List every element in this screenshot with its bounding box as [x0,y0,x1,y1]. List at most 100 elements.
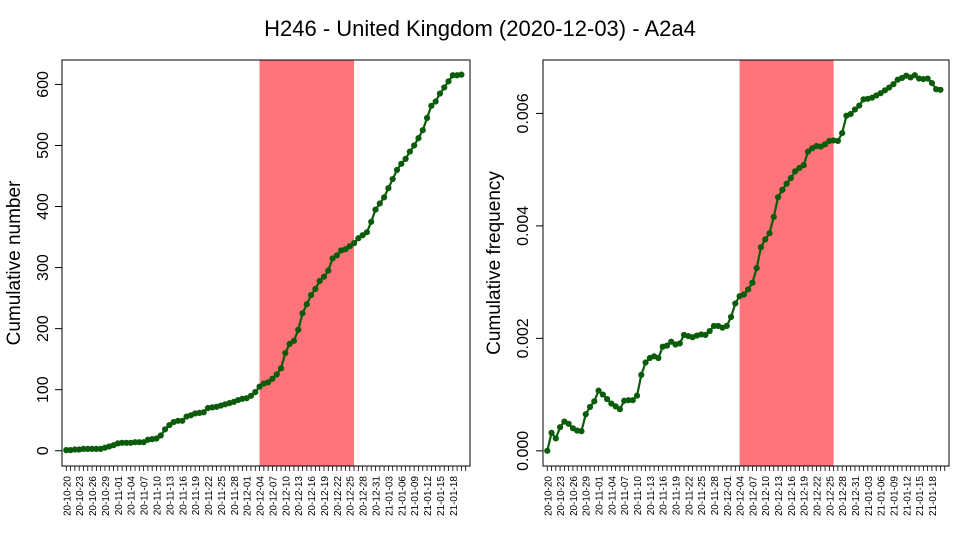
data-point [312,285,319,293]
x-tick-label: 20-11-28 [230,476,241,516]
x-tick-label: 20-12-13 [294,476,305,516]
x-tick-label: 20-12-04 [256,476,267,516]
data-point [702,331,709,339]
x-tick-label: 21-01-12 [902,476,913,516]
data-point [80,445,87,453]
data-point [655,354,662,362]
data-point [642,359,649,366]
x-tick-label: 21-01-09 [410,476,421,516]
data-point [599,391,606,398]
cumulative-number-panel: Cumulative number 0 100 200 300 400 500 600 20-… [4,59,471,516]
x-tick-label: 20-11-25 [697,476,708,516]
data-point [783,180,790,187]
x-tick-label: 20-12-25 [825,476,836,516]
data-point [740,291,747,298]
data-point [273,371,280,378]
data-point [123,439,130,446]
data-point [847,110,854,118]
x-tick-label: 21-01-03 [864,476,875,516]
data-point [359,232,366,239]
x-tick-label: 20-12-28 [359,476,370,516]
data-point [804,148,812,155]
data-point [174,417,182,424]
data-point [423,114,431,122]
x-tick-label: 20-11-19 [671,476,682,516]
x-tick-label: 20-12-19 [800,476,811,516]
data-point [290,337,298,344]
y-tick-label: 500 [35,132,52,159]
x-tick-label: 20-12-07 [748,476,759,516]
data-point [625,397,632,404]
data-point [299,310,306,317]
data-point [419,127,426,134]
data-point [586,403,594,411]
data-point [372,206,379,213]
y-tick-label: 400 [35,193,52,220]
x-tick-label: 20-10-23 [556,476,567,516]
data-point [119,439,126,446]
data-point [333,252,340,259]
data-point [368,218,375,225]
x-tick-label: 20-12-28 [838,476,849,516]
x-tick-label: 20-12-13 [774,476,785,516]
y-axis-label: Cumulative frequency [484,171,505,355]
data-point [745,286,752,293]
data-point [856,102,863,109]
data-point [381,194,388,201]
data-point [153,435,160,442]
data-point [415,135,422,142]
data-point [385,185,392,192]
x-tick-label: 21-01-18 [449,476,460,516]
x-tick-label: 20-11-25 [217,476,228,516]
data-point [136,439,143,446]
y-tick-label: 100 [35,376,52,403]
x-tick-label: 20-12-19 [320,476,331,516]
data-point [88,445,96,453]
data-point [428,102,435,109]
x-tick-label: 21-01-03 [384,476,395,516]
data-point [616,406,624,413]
x-tick-label: 20-12-04 [736,476,747,516]
data-point [706,327,713,335]
data-point [411,142,418,149]
x-tick-label: 20-12-31 [851,476,862,516]
x-tick-label: 20-11-22 [204,476,215,516]
data-point [937,86,944,93]
data-point [458,71,465,78]
x-tick-label: 20-12-01 [243,476,254,516]
y-tick-label: 200 [35,315,52,342]
data-point [753,264,760,272]
data-point [749,279,756,286]
y-tick-label: 0.000 [515,431,532,471]
data-point [355,235,362,242]
x-tick-label: 21-01-06 [397,476,408,516]
x-tick-label: 20-11-04 [127,476,138,516]
data-point [762,236,769,243]
data-point [766,230,773,237]
plot-frame [61,59,471,467]
x-tick-label: 20-11-16 [178,476,189,516]
data-point [757,244,765,251]
data-point [252,389,259,396]
data-point [578,428,585,435]
data-point [303,301,310,308]
x-tick-label: 20-12-16 [307,476,318,516]
data-point [269,375,276,382]
x-tick-label: 21-01-06 [877,476,888,516]
x-tick-label: 20-12-10 [761,476,772,516]
y-tick-label: 0.002 [515,318,532,358]
data-point [676,340,683,347]
data-point [93,445,100,453]
x-tick-label: 20-11-04 [607,476,618,516]
x-tick-label: 20-11-01 [114,476,125,516]
data-point [307,291,315,299]
data-point [166,421,173,429]
data-point [265,379,272,386]
data-point [445,78,452,85]
data-point [548,429,555,436]
x-tick-label: 20-11-07 [620,476,631,516]
data-point [723,322,730,330]
data-point [924,75,931,82]
data-point [604,395,611,403]
x-tick-label: 20-12-25 [346,476,357,516]
